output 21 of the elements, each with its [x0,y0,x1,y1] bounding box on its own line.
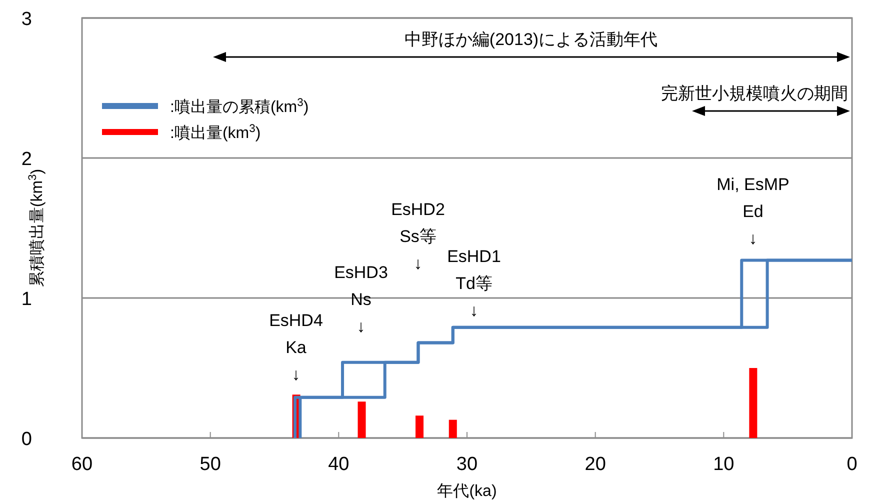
y-tick-label: 3 [21,9,32,30]
x-tick-label: 40 [328,454,350,475]
annotation: EsHD1 Td等 ↓ [447,247,501,320]
y-tick-label: 0 [21,429,32,450]
x-tick-label: 30 [456,454,478,475]
x-tick-label: 50 [200,454,221,475]
legend-label: :噴出量(km$^{3}$) [170,123,261,142]
annotation: EsHD4 Ka ↓ [269,311,323,384]
x-tick-label: 0 [846,454,858,475]
x-tick-label: 60 [71,454,93,475]
annotation: 中野ほか編(2013)による活動年代 [404,30,658,49]
x-axis-title: 年代(ka) [437,483,497,500]
y-tick-label: 2 [21,149,32,170]
annotation: EsHD3 Ns ↓ [334,263,388,336]
legend-label: :噴出量の累積(km$^{3}$) [170,97,309,116]
annotation: Mi, EsMP Ed ↓ [716,175,790,248]
x-tick-label: 20 [584,454,606,475]
x-tick-label: 10 [713,454,734,475]
y-tick-label: 1 [21,289,32,310]
annotation: 完新世小規模噴火の期間 [661,84,848,103]
annotation: EsHD2 Ss等 ↓ [391,200,445,273]
